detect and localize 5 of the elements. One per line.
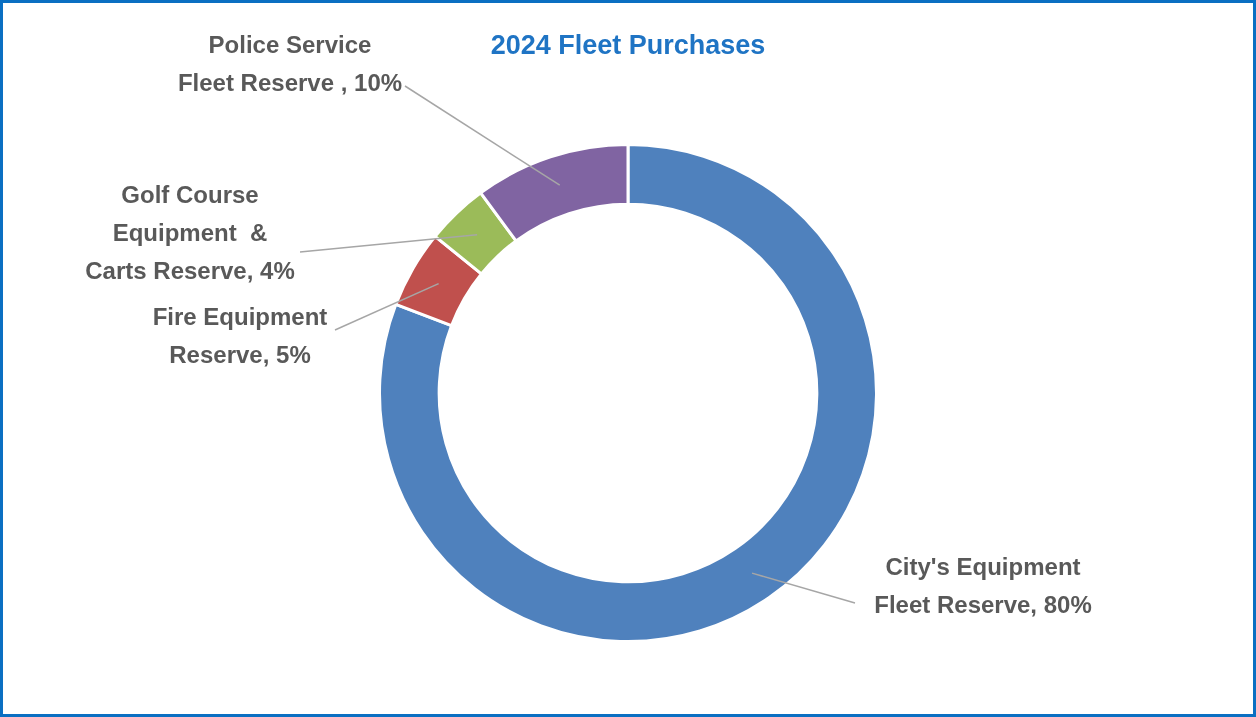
slice-label: City's Equipment Fleet Reserve, 80% [874,552,1092,618]
slice-label: Police Service Fleet Reserve , 10% [177,30,403,96]
chart-title: 2024 Fleet Purchases [490,30,766,61]
slice-label: Fire Equipment Reserve, 5% [152,302,328,368]
slice-label: Golf Course Equipment & Carts Reserve, 4% [85,180,295,284]
